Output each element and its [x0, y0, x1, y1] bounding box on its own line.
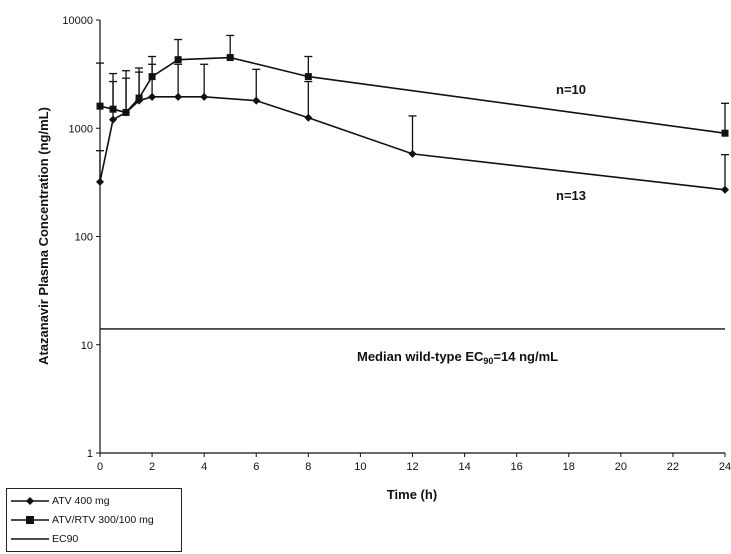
ec90-annotation-prefix: Median wild-type EC — [357, 349, 484, 364]
legend-label-atv-rtv: ATV/RTV 300/100 mg — [52, 514, 154, 526]
x-tick-label: 6 — [253, 461, 259, 473]
x-tick-label: 12 — [406, 461, 418, 473]
x-tick-label: 0 — [97, 461, 103, 473]
x-tick-label: 10 — [354, 461, 366, 473]
series-atv-rtv — [96, 34, 729, 137]
data-point-diamond — [96, 177, 104, 186]
ec90-annotation-suffix: =14 ng/mL — [493, 349, 558, 364]
y-tick-label: 1000 — [69, 123, 93, 135]
legend-swatch-line — [11, 538, 49, 540]
data-point-square — [304, 73, 312, 81]
data-point-diamond — [148, 92, 157, 101]
legend-label-atv: ATV 400 mg — [52, 495, 110, 507]
x-tick-label: 8 — [305, 461, 311, 473]
data-point-diamond — [721, 185, 729, 194]
data-point-diamond — [109, 115, 118, 124]
legend-item-ec90: EC90 — [11, 531, 78, 547]
x-tick-label: 20 — [615, 461, 627, 473]
x-tick-label: 18 — [563, 461, 575, 473]
legend-swatch-square — [11, 516, 49, 524]
ec90-annotation-sub: 90 — [483, 356, 493, 366]
data-point-diamond — [200, 92, 209, 101]
data-point-square — [122, 108, 130, 116]
x-tick-label: 16 — [511, 461, 523, 473]
data-point-square — [721, 129, 729, 137]
series-atv — [96, 63, 729, 194]
data-point-square — [135, 94, 143, 102]
data-point-square — [109, 105, 117, 113]
data-point-diamond — [408, 149, 417, 158]
x-tick-label: 4 — [201, 461, 207, 473]
data-point-diamond — [174, 92, 183, 101]
series-layer — [96, 34, 729, 194]
x-axis-title: Time (h) — [387, 487, 437, 502]
n-label-atv: n=13 — [556, 188, 586, 203]
x-tick-label: 2 — [149, 461, 155, 473]
n-label-rtv: n=10 — [556, 82, 586, 97]
data-point-square — [226, 54, 234, 62]
y-tick-label: 100 — [75, 232, 93, 244]
data-point-square — [96, 102, 104, 110]
data-point-square — [174, 56, 182, 64]
y-tick-label: 10 — [81, 340, 93, 352]
x-tick-label: 24 — [719, 461, 731, 473]
legend-swatch-diamond — [11, 497, 49, 505]
x-tick-label: 22 — [667, 461, 679, 473]
data-point-diamond — [304, 113, 313, 122]
y-tick-label: 1 — [87, 448, 93, 460]
ec90-annotation: Median wild-type EC90=14 ng/mL — [357, 349, 558, 366]
legend-item-atv: ATV 400 mg — [11, 493, 110, 509]
axes — [99, 20, 725, 454]
data-point-square — [148, 73, 156, 81]
legend: ATV 400 mg ATV/RTV 300/100 mg EC90 — [6, 488, 182, 552]
y-axis-title: Atazanavir Plasma Concentration (ng/mL) — [36, 107, 51, 365]
legend-item-atv-rtv: ATV/RTV 300/100 mg — [11, 512, 154, 528]
y-tick-label: 10000 — [62, 15, 93, 27]
x-tick-label: 14 — [458, 461, 470, 473]
data-point-diamond — [252, 96, 261, 105]
legend-label-ec90: EC90 — [52, 533, 79, 545]
